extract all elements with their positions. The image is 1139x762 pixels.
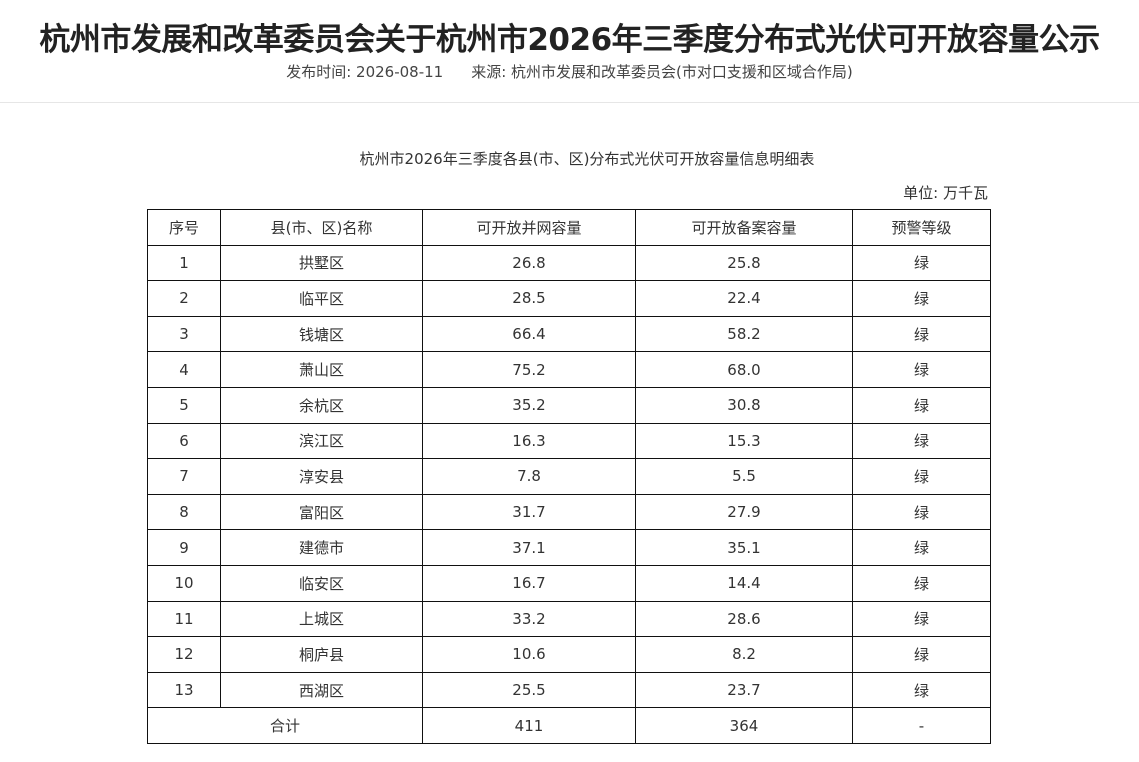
- cell-district: 滨江区: [220, 422, 423, 460]
- cell-index: 5: [147, 386, 221, 424]
- cell-warning-level: 绿: [852, 636, 991, 673]
- cell-warning-level: 绿: [852, 600, 991, 638]
- cell-warning-level: 绿: [852, 351, 991, 388]
- cell-grid-capacity: 35.2: [422, 386, 636, 424]
- cell-filing-capacity: 14.4: [635, 564, 853, 602]
- cell-warning-level: 绿: [852, 458, 991, 495]
- cell-filing-capacity: 15.3: [635, 422, 853, 460]
- cell-filing-capacity: 23.7: [635, 671, 853, 709]
- cell-district: 淳安县: [220, 458, 423, 495]
- cell-grid-capacity: 16.3: [422, 422, 636, 460]
- cell-grid-capacity: 75.2: [422, 351, 636, 388]
- cell-filing-capacity: 22.4: [635, 280, 853, 317]
- total-row: 合计 411 364 -: [147, 707, 991, 744]
- header-warning-level: 预警等级: [852, 209, 991, 246]
- cell-grid-capacity: 66.4: [422, 315, 636, 353]
- table-row: 10 临安区 16.7 14.4 绿: [147, 564, 991, 602]
- table-header-row: 序号 县(市、区)名称 可开放并网容量 可开放备案容量 预警等级: [147, 209, 991, 246]
- table-row: 2 临平区 28.5 22.4 绿: [147, 280, 991, 317]
- cell-warning-level: 绿: [852, 315, 991, 353]
- capacity-table: 序号 县(市、区)名称 可开放并网容量 可开放备案容量 预警等级 1 拱墅区 26.…: [147, 209, 991, 744]
- cell-index: 11: [147, 600, 221, 638]
- publish-date: 发布时间: 2026-08-11: [286, 63, 444, 81]
- cell-index: 13: [147, 671, 221, 709]
- table-row: 5 余杭区 35.2 30.8 绿: [147, 386, 991, 424]
- cell-grid-capacity: 16.7: [422, 564, 636, 602]
- cell-district: 临安区: [220, 564, 423, 602]
- cell-grid-capacity: 10.6: [422, 636, 636, 673]
- table-caption: 杭州市2026年三季度各县(市、区)分布式光伏可开放容量信息明细表: [359, 150, 815, 168]
- cell-warning-level: 绿: [852, 280, 991, 317]
- cell-grid-capacity: 37.1: [422, 529, 636, 566]
- cell-district: 余杭区: [220, 386, 423, 424]
- cell-grid-capacity: 7.8: [422, 458, 636, 495]
- cell-district: 建德市: [220, 529, 423, 566]
- cell-district: 桐庐县: [220, 636, 423, 673]
- cell-warning-level: 绿: [852, 493, 991, 531]
- article-meta: 发布时间: 2026-08-11 来源: 杭州市发展和改革委员会(市对口支援和区域…: [0, 61, 1139, 82]
- table-row: 4 萧山区 75.2 68.0 绿: [147, 351, 991, 388]
- total-filing-capacity: 364: [635, 707, 853, 744]
- cell-index: 2: [147, 280, 221, 317]
- cell-grid-capacity: 33.2: [422, 600, 636, 638]
- unit-label: 单位: 万千瓦: [903, 184, 988, 202]
- cell-index: 8: [147, 493, 221, 531]
- table-body: 1 拱墅区 26.8 25.8 绿 2 临平区 28.5 22.4 绿 3 钱塘区 66.4 58.2 绿 4…: [147, 244, 991, 709]
- cell-index: 6: [147, 422, 221, 460]
- cell-district: 临平区: [220, 280, 423, 317]
- cell-warning-level: 绿: [852, 422, 991, 460]
- cell-district: 上城区: [220, 600, 423, 638]
- cell-grid-capacity: 25.5: [422, 671, 636, 709]
- cell-index: 4: [147, 351, 221, 388]
- cell-district: 富阳区: [220, 493, 423, 531]
- cell-district: 拱墅区: [220, 244, 423, 282]
- source: 来源: 杭州市发展和改革委员会(市对口支援和区域合作局): [471, 63, 853, 81]
- table-row: 6 滨江区 16.3 15.3 绿: [147, 422, 991, 460]
- header-grid-capacity: 可开放并网容量: [422, 209, 636, 246]
- table-row: 13 西湖区 25.5 23.7 绿: [147, 671, 991, 709]
- cell-grid-capacity: 31.7: [422, 493, 636, 531]
- table-row: 11 上城区 33.2 28.6 绿: [147, 600, 991, 638]
- cell-index: 10: [147, 564, 221, 602]
- cell-warning-level: 绿: [852, 564, 991, 602]
- table-row: 12 桐庐县 10.6 8.2 绿: [147, 636, 991, 673]
- cell-warning-level: 绿: [852, 244, 991, 282]
- cell-filing-capacity: 5.5: [635, 458, 853, 495]
- cell-grid-capacity: 28.5: [422, 280, 636, 317]
- table-row: 9 建德市 37.1 35.1 绿: [147, 529, 991, 566]
- total-grid-capacity: 411: [422, 707, 636, 744]
- cell-index: 7: [147, 458, 221, 495]
- cell-filing-capacity: 8.2: [635, 636, 853, 673]
- cell-filing-capacity: 35.1: [635, 529, 853, 566]
- cell-index: 1: [147, 244, 221, 282]
- cell-index: 9: [147, 529, 221, 566]
- cell-district: 钱塘区: [220, 315, 423, 353]
- cell-district: 萧山区: [220, 351, 423, 388]
- table-row: 3 钱塘区 66.4 58.2 绿: [147, 315, 991, 353]
- total-warning-level: -: [852, 707, 991, 744]
- cell-filing-capacity: 68.0: [635, 351, 853, 388]
- cell-warning-level: 绿: [852, 671, 991, 709]
- cell-filing-capacity: 30.8: [635, 386, 853, 424]
- cell-filing-capacity: 27.9: [635, 493, 853, 531]
- cell-district: 西湖区: [220, 671, 423, 709]
- cell-index: 12: [147, 636, 221, 673]
- cell-warning-level: 绿: [852, 529, 991, 566]
- cell-filing-capacity: 28.6: [635, 600, 853, 638]
- cell-filing-capacity: 58.2: [635, 315, 853, 353]
- cell-grid-capacity: 26.8: [422, 244, 636, 282]
- header-divider: [0, 102, 1139, 103]
- table-row: 1 拱墅区 26.8 25.8 绿: [147, 244, 991, 282]
- page-title: 杭州市发展和改革委员会关于杭州市2026年三季度分布式光伏可开放容量公示: [39, 22, 1100, 58]
- cell-filing-capacity: 25.8: [635, 244, 853, 282]
- header-index: 序号: [147, 209, 221, 246]
- cell-index: 3: [147, 315, 221, 353]
- total-label: 合计: [147, 707, 423, 744]
- cell-warning-level: 绿: [852, 386, 991, 424]
- table-row: 7 淳安县 7.8 5.5 绿: [147, 458, 991, 495]
- table-row: 8 富阳区 31.7 27.9 绿: [147, 493, 991, 531]
- header-filing-capacity: 可开放备案容量: [635, 209, 853, 246]
- header-district: 县(市、区)名称: [220, 209, 423, 246]
